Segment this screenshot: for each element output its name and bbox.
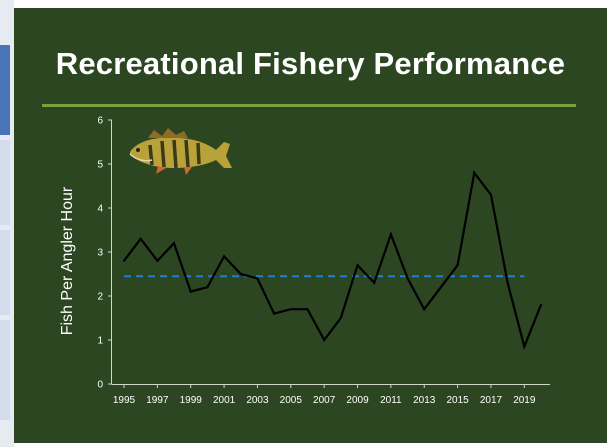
- x-tick-label: 1999: [180, 395, 203, 406]
- x-tick-label: 2005: [280, 395, 303, 406]
- data-point: [139, 237, 142, 240]
- y-tick-label: 2: [97, 292, 103, 303]
- slide: Recreational Fishery Performance Fish Pe…: [14, 8, 607, 443]
- x-tick-label: 1997: [146, 395, 169, 406]
- y-tick-label: 1: [97, 336, 103, 347]
- title-rule: [42, 104, 576, 107]
- data-point: [356, 264, 359, 267]
- left-panel-strip: [0, 0, 14, 447]
- x-tick-label: 2015: [446, 395, 469, 406]
- data-point: [406, 277, 409, 280]
- data-point: [222, 255, 226, 258]
- series-line: [123, 170, 543, 351]
- y-tick-label: 5: [97, 160, 103, 171]
- data-point: [306, 308, 309, 311]
- data-point: [122, 259, 126, 262]
- data-point: [423, 308, 426, 311]
- x-tick-label: 2007: [313, 395, 336, 406]
- data-point: [239, 272, 242, 276]
- perch-fish-icon: [129, 128, 232, 175]
- data-point: [156, 259, 159, 262]
- x-tick-label: 2019: [513, 395, 536, 406]
- data-point: [389, 233, 392, 236]
- thumbnail-selected: [0, 45, 10, 135]
- line-chart: 0 1 2 3 4 5 6 1995 1997 1999 2001 2003 2005 2007 2009…: [97, 116, 550, 406]
- data-point: [172, 242, 176, 245]
- data-point: [439, 286, 443, 289]
- data-point: [539, 303, 543, 306]
- thumbnail: [0, 320, 10, 420]
- data-point: [256, 277, 259, 280]
- data-point: [339, 316, 342, 320]
- x-tick-label: 2013: [413, 395, 436, 406]
- data-point: [273, 312, 276, 315]
- x-tick-label: 2011: [380, 395, 402, 406]
- data-point: [323, 338, 326, 342]
- thumbnail: [0, 230, 10, 315]
- y-tick-label: 4: [97, 204, 103, 215]
- x-tick-label: 2003: [246, 395, 269, 406]
- y-tick-label: 6: [97, 116, 103, 127]
- y-tick-label: 3: [97, 248, 103, 259]
- slide-title: Recreational Fishery Performance: [55, 46, 566, 81]
- data-point: [456, 264, 459, 267]
- data-point: [489, 193, 493, 196]
- data-point: [289, 308, 292, 311]
- data-point: [523, 345, 526, 348]
- data-point: [206, 286, 209, 289]
- data-point: [473, 171, 476, 174]
- thumbnail: [0, 140, 10, 225]
- y-tick-label: 0: [97, 380, 103, 391]
- data-point: [506, 281, 509, 284]
- data-point: [373, 281, 376, 284]
- data-point: [189, 290, 192, 293]
- x-tick-label: 2009: [346, 395, 369, 406]
- x-tick-label: 2001: [213, 395, 236, 406]
- x-tick-label: 1995: [113, 395, 136, 406]
- x-tick-label: 2017: [480, 395, 503, 406]
